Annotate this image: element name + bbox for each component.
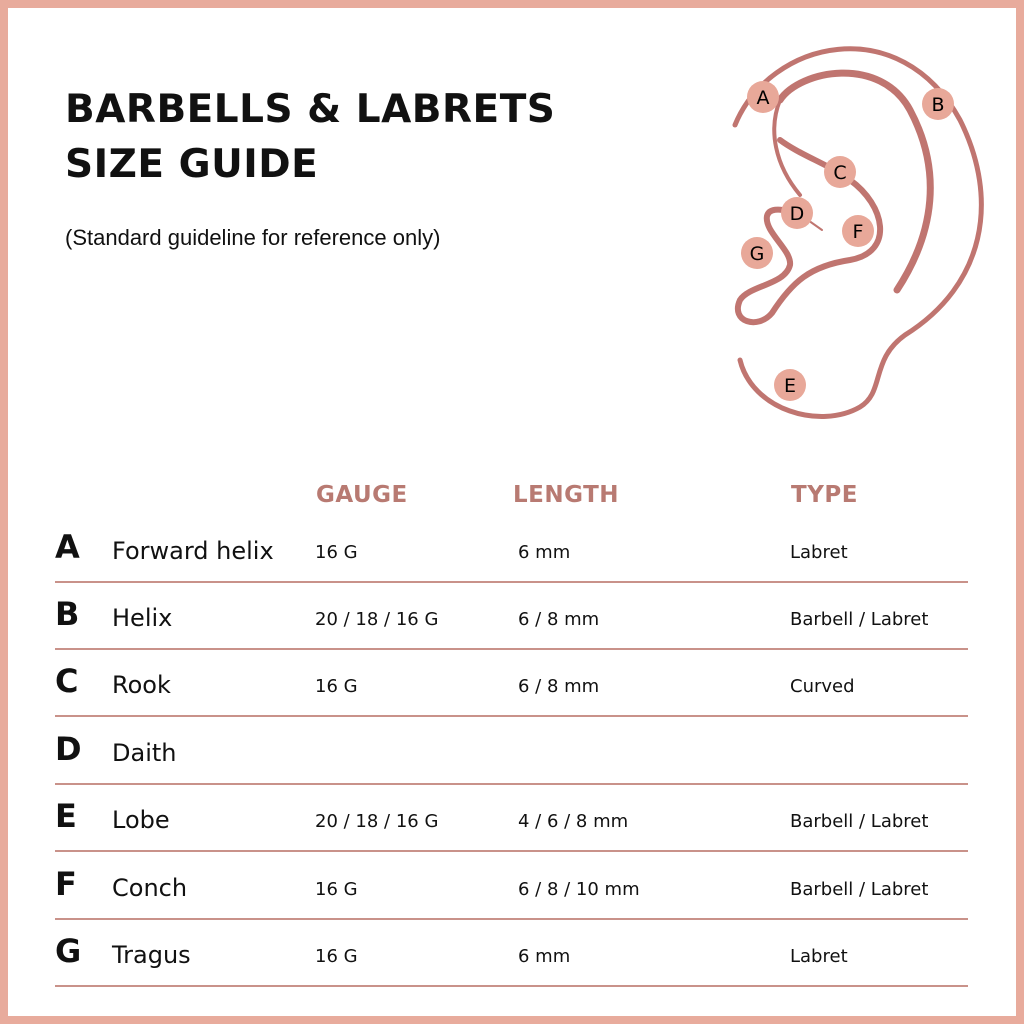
subtitle: (Standard guideline for reference only) [65,225,441,250]
type-value: Labret [790,946,848,967]
gauge-value: 16 G [315,542,358,563]
row-letter: D [55,730,82,768]
marker-label: B [931,94,944,116]
marker-c: C [824,156,856,188]
gauge-value: 20 / 18 / 16 G [315,811,439,832]
header-gauge: GAUGE [316,482,408,508]
marker-d: D [781,197,813,229]
header-length: LENGTH [513,482,620,508]
type-value: Barbell / Labret [790,811,929,832]
piercing-name: Conch [112,874,188,902]
piercing-name: Daith [112,739,177,767]
row-letter: B [55,595,80,633]
piercing-name: Forward helix [112,537,274,565]
row-letter: E [55,797,77,835]
type-value: Labret [790,542,848,563]
type-value: Barbell / Labret [790,609,929,630]
length-value: 4 / 6 / 8 mm [518,811,629,832]
marker-b: B [922,88,954,120]
row-letter: F [55,865,77,903]
marker-f: F [842,215,874,247]
table-row: D Daith [55,716,968,785]
marker-circle [781,197,813,229]
marker-circle [922,88,954,120]
table-row: F Conch 16 G 6 / 8 / 10 mm Barbell / Labret [55,851,968,920]
length-value: 6 mm [518,542,571,563]
page-title: BARBELLS & LABRETS SIZE GUIDE [65,82,555,192]
header-type: TYPE [791,482,858,508]
marker-label: E [784,375,796,397]
ear-crus [772,98,802,197]
table-row: C Rook 16 G 6 / 8 mm Curved [55,648,968,717]
piercing-name: Tragus [112,941,191,969]
marker-label: D [790,203,805,225]
gauge-value: 20 / 18 / 16 G [315,609,439,630]
marker-e: E [774,369,806,401]
piercing-name: Rook [112,671,171,699]
title-line-2: SIZE GUIDE [65,142,319,187]
marker-circle [747,81,779,113]
marker-label: A [757,87,770,109]
marker-label: G [750,243,765,265]
table-row: E Lobe 20 / 18 / 16 G 4 / 6 / 8 mm Barbell /… [55,783,968,852]
gauge-value: 16 G [315,676,358,697]
length-value: 6 / 8 / 10 mm [518,879,640,900]
type-value: Curved [790,676,855,697]
row-letter: C [55,662,79,700]
table-row: A Forward helix 16 G 6 mm Labret [55,514,968,583]
marker-circle [741,237,773,269]
marker-a: A [747,81,779,113]
piercing-name: Lobe [112,806,170,834]
title-line-1: BARBELLS & LABRETS [65,87,556,132]
gauge-value: 16 G [315,879,358,900]
table-row: G Tragus 16 G 6 mm Labret [55,918,968,987]
marker-circle [842,215,874,247]
ear-antihelix [776,69,934,294]
length-value: 6 mm [518,946,571,967]
marker-label: F [853,221,864,243]
row-letter: A [55,528,80,566]
type-value: Barbell / Labret [790,879,929,900]
row-letter: G [55,932,82,970]
marker-circle [824,156,856,188]
table-row: B Helix 20 / 18 / 16 G 6 / 8 mm Barbell / La… [55,581,968,650]
gauge-value: 16 G [315,946,358,967]
ear-concha [735,137,883,326]
length-value: 6 / 8 mm [518,609,600,630]
marker-label: C [833,162,846,184]
piercing-name: Helix [112,604,173,632]
marker-circle [774,369,806,401]
length-value: 6 / 8 mm [518,676,600,697]
marker-g: G [741,237,773,269]
ear-outer-helix [732,46,984,419]
